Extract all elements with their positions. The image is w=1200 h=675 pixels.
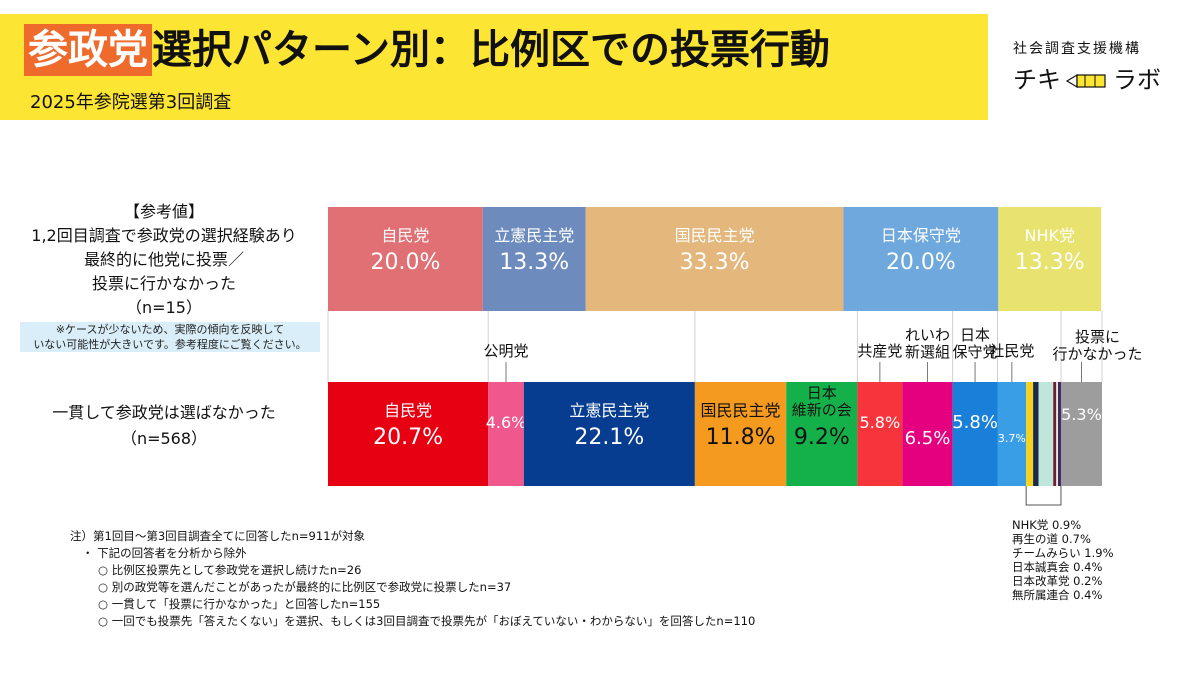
- bar-segment-無所属連合: [1057, 382, 1061, 486]
- segment-name-label: 日本: [807, 384, 837, 402]
- reference-line-3: 投票に行かなかった: [91, 274, 236, 293]
- bar-segment-日本保守党: [952, 382, 998, 486]
- data-label: 20.0%: [370, 250, 440, 275]
- segment-name-label: 立憲民主党: [569, 401, 649, 420]
- segment-name-label: 国民民主党: [675, 226, 755, 245]
- small-party-label: チームみらい 1.9%: [1012, 546, 1114, 560]
- reference-heading: 【参考値】: [123, 202, 204, 221]
- brand-left: チキ: [1013, 66, 1061, 94]
- caution-line-2: いない可能性が大きいです。参考程度にご覧ください。: [33, 338, 307, 351]
- bar-segment-チームみらい: [1038, 382, 1054, 486]
- callout-label: 公明党: [484, 342, 529, 360]
- small-party-label: NHK党 0.9%: [1012, 518, 1081, 532]
- subtitle: 2025年参院選第3回調査: [30, 92, 232, 113]
- callout-label: 行かなかった: [1052, 345, 1142, 363]
- segment-name-label: 国民民主党: [701, 401, 781, 420]
- reference-n: （n=15）: [126, 298, 202, 317]
- note-line: ○ 別の政党等を選んだことがあったが最終的に比例区で参政党に投票したn=37: [98, 580, 512, 594]
- main-row-label: 一貫して参政党は選ばなかった （n=568）: [14, 400, 314, 452]
- bar-segment-日本改革党: [1056, 382, 1058, 486]
- caution-line-1: ※ケースが少ないため、実際の傾向を反映して: [55, 323, 285, 336]
- callout-label: 投票に: [1075, 328, 1120, 346]
- note-line: ・ 下記の回答者を分析から除外: [82, 546, 247, 560]
- bar-segment-自民党: [328, 207, 483, 311]
- small-party-label: 日本誠真会 0.4%: [1012, 560, 1102, 574]
- data-label: 33.3%: [680, 250, 750, 275]
- callout-label: 日本: [960, 326, 990, 344]
- data-label: 13.3%: [1015, 250, 1085, 275]
- data-label: 11.8%: [706, 425, 776, 450]
- footnotes: 注）第1回目～第3回目調査全てに回答したn=911が対象 ・ 下記の回答者を分析…: [70, 528, 755, 630]
- org-name: 社会調査支援機構: [1013, 41, 1141, 57]
- bar-segment-日本維新の会: [786, 382, 858, 486]
- bar-segment-NHK党: [1026, 382, 1034, 486]
- segment-name-label: 自民党: [381, 226, 429, 245]
- small-party-label: 無所属連合 0.4%: [1012, 588, 1102, 602]
- segment-name-label: 維新の会: [792, 401, 852, 419]
- data-label: 5.8%: [860, 413, 901, 432]
- note-line: ○ 一貫して「投票に行かなかった」と回答したn=155: [98, 597, 381, 611]
- bar-segment-自民党: [328, 382, 489, 486]
- brand-logo: チキ ラボ: [1013, 60, 1161, 95]
- bar-segment-投票に行かなかった: [1060, 382, 1102, 486]
- bar-segment-日本保守党: [843, 207, 999, 311]
- bar-segment-れいわ新選組: [902, 382, 953, 486]
- main-group-n: （n=568）: [120, 429, 208, 448]
- pencil-icon: [1065, 73, 1106, 89]
- bar-segment-立憲民主党: [523, 382, 695, 486]
- segment-name-label: 自民党: [384, 401, 432, 420]
- bar-segment-共産党: [857, 382, 903, 486]
- callout-label: 社民党: [989, 342, 1034, 360]
- data-label: 4.6%: [486, 413, 527, 432]
- reference-line-2: 最終的に他党に投票／: [83, 250, 244, 269]
- bar-segment-公明党: [488, 382, 524, 486]
- segment-name-label: 日本保守党: [881, 226, 961, 245]
- reference-row-label: 【参考値】 1,2回目調査で参政党の選択経験あり 最終的に他党に投票／ 投票に行…: [14, 200, 314, 320]
- bar-segment-社民党: [997, 382, 1027, 486]
- note-line: 注）第1回目～第3回目調査全てに回答したn=911が対象: [70, 529, 366, 543]
- callout-label: 共産党: [857, 342, 902, 360]
- main-group-label: 一貫して参政党は選ばなかった: [52, 403, 276, 422]
- data-label: 9.2%: [794, 425, 850, 450]
- callout-label: れいわ: [905, 326, 950, 344]
- bar-segment-国民民主党: [694, 382, 787, 486]
- note-line: ○ 一回でも投票先「答えたくない」を選択、もしくは3回目調査で投票先が「おぼえて…: [98, 614, 756, 628]
- data-label: 5.8%: [952, 412, 998, 433]
- data-label: 6.5%: [905, 428, 951, 449]
- segment-name-label: 立憲民主党: [494, 226, 574, 245]
- callout-label: 保守党: [953, 343, 998, 361]
- reference-line-1: 1,2回目調査で参政党の選択経験あり: [31, 226, 297, 245]
- data-label: 22.1%: [574, 425, 644, 450]
- bar-segment-立憲民主党: [482, 207, 586, 311]
- data-label: 20.7%: [373, 425, 443, 450]
- caution-note: ※ケースが少ないため、実際の傾向を反映して いない可能性が大きいです。参考程度に…: [20, 322, 320, 352]
- small-parties-bracket: [1025, 486, 1062, 506]
- title-banner: 参政党 選択パターン別：比例区での投票行動 2025年参院選第3回調査: [0, 14, 988, 120]
- small-party-label: 再生の道 0.7%: [1012, 532, 1091, 546]
- data-label: 13.3%: [499, 250, 569, 275]
- bar-segment-国民民主党: [585, 207, 844, 311]
- bar-segment-NHK党: [998, 207, 1102, 311]
- segment-name-label: NHK党: [1025, 226, 1076, 245]
- data-label: 20.0%: [886, 250, 956, 275]
- data-label: 3.7%: [998, 432, 1026, 445]
- bar-segment-再生の道: [1033, 382, 1039, 486]
- title-highlight: 参政党: [24, 24, 152, 76]
- note-line: ○ 比例区投票先として参政党を選択し続けたn=26: [98, 563, 362, 577]
- small-party-label: 日本改革党 0.2%: [1012, 574, 1102, 588]
- page-title: 参政党 選択パターン別：比例区での投票行動: [24, 24, 830, 76]
- brand-right: ラボ: [1113, 66, 1161, 94]
- callout-label: 新選組: [905, 343, 950, 361]
- bar-segment-日本誠真会: [1053, 382, 1057, 486]
- data-label: 5.3%: [1061, 405, 1102, 424]
- title-text: 選択パターン別：比例区での投票行動: [152, 27, 830, 73]
